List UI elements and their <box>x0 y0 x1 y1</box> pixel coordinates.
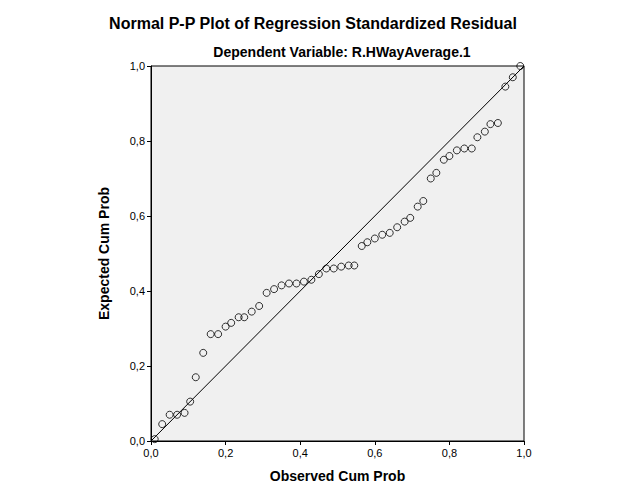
svg-text:0,4: 0,4 <box>293 447 308 459</box>
svg-text:0,2: 0,2 <box>130 360 145 372</box>
svg-text:Observed Cum Prob: Observed Cum Prob <box>270 468 405 484</box>
svg-text:0,0: 0,0 <box>143 447 158 459</box>
svg-text:0,2: 0,2 <box>218 447 233 459</box>
svg-text:Expected Cum Prob: Expected Cum Prob <box>96 187 112 320</box>
svg-text:Dependent Variable: R.HWayAver: Dependent Variable: R.HWayAverage.1 <box>213 44 470 60</box>
svg-text:1,0: 1,0 <box>130 60 145 72</box>
svg-text:0,8: 0,8 <box>442 447 457 459</box>
svg-text:1,0: 1,0 <box>516 447 531 459</box>
svg-text:0,4: 0,4 <box>130 285 145 297</box>
svg-text:0,0: 0,0 <box>130 435 145 447</box>
svg-text:0,6: 0,6 <box>367 447 382 459</box>
svg-text:0,8: 0,8 <box>130 135 145 147</box>
svg-text:0,6: 0,6 <box>130 210 145 222</box>
svg-text:Normal P-P Plot of Regression: Normal P-P Plot of Regression Standardiz… <box>109 15 517 32</box>
